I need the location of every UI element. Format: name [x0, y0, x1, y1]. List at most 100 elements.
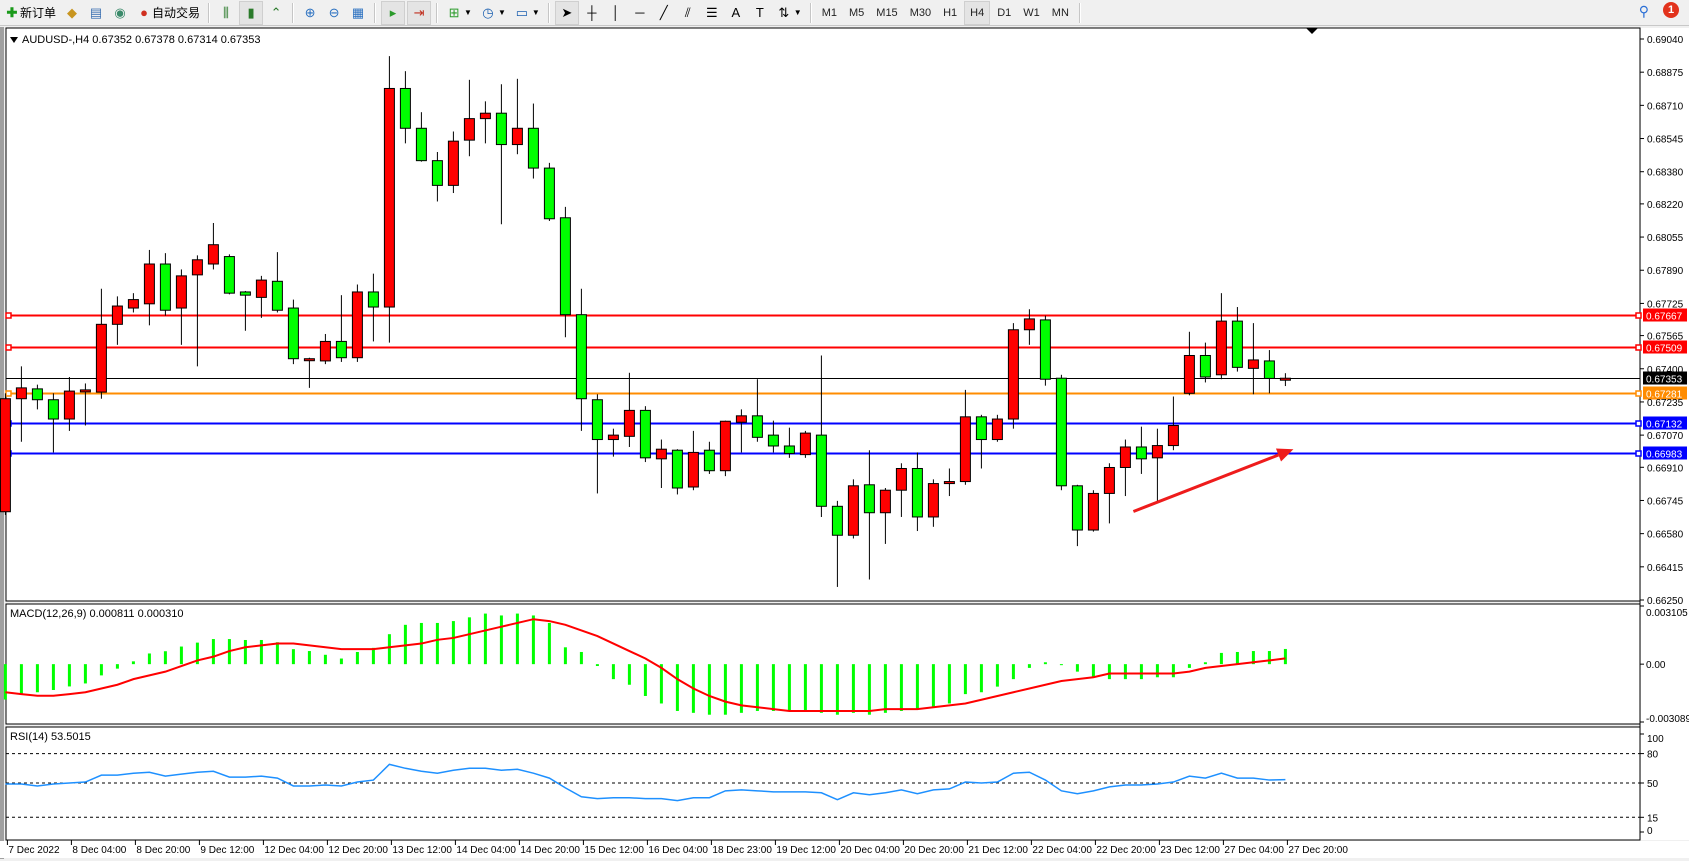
macd-histogram-bar: [115, 664, 119, 669]
chart-shift-button[interactable]: ▸: [381, 0, 406, 25]
time-tick-label: 23 Dec 12:00: [1160, 845, 1220, 856]
trendline-button[interactable]: ╱: [653, 2, 675, 24]
timeframe-m15[interactable]: M15: [876, 6, 898, 19]
line-chart-icon: ⌃: [270, 4, 282, 20]
candle-body: [767, 434, 779, 447]
macd-histogram-bar: [723, 664, 727, 715]
time-tick-label: 22 Dec 20:00: [1096, 845, 1156, 856]
fibonacci-button[interactable]: ⫽: [677, 2, 699, 24]
macd-histogram-bar: [835, 664, 839, 715]
trend-arrow[interactable]: [1132, 448, 1294, 513]
candle: [159, 253, 171, 316]
chevron-down-icon: ▼: [793, 8, 802, 17]
text-button[interactable]: A: [725, 2, 747, 24]
price-axis[interactable]: [1641, 28, 1689, 840]
toolbar-separator: [292, 2, 295, 23]
notification-badge[interactable]: 1: [1663, 2, 1679, 18]
signals-button[interactable]: ◉: [109, 2, 131, 24]
price-tick-label: 0.67235: [1647, 398, 1684, 409]
zoom-in-button[interactable]: ⊕: [299, 2, 321, 24]
price-tick-label: 0.69040: [1647, 35, 1684, 46]
macd-histogram-bar: [67, 664, 71, 687]
arrows-button[interactable]: ⇅ ▼: [773, 2, 805, 24]
navigator-button[interactable]: ▤: [85, 2, 107, 24]
price-level-label-box: [1643, 340, 1687, 354]
text-label-button[interactable]: T: [749, 2, 771, 24]
crosshair-button[interactable]: ┼: [581, 2, 603, 24]
macd-histogram-bar: [531, 615, 535, 665]
price-level-label: 0.67667: [1646, 312, 1683, 323]
auto-trading-button[interactable]: ● 自动交易: [133, 2, 203, 24]
new-order-button[interactable]: ✚ 新订单: [1, 2, 59, 24]
collapse-triangle-icon[interactable]: [10, 37, 18, 43]
candle: [495, 84, 507, 225]
candle-body: [1279, 377, 1291, 381]
candle: [287, 299, 299, 365]
timeframe-w1[interactable]: W1: [1023, 6, 1040, 19]
timeframe-m30[interactable]: M30: [909, 6, 932, 19]
cursor-button[interactable]: ➤: [554, 0, 579, 25]
macd-histogram-bar: [1283, 648, 1287, 665]
line-chart-button[interactable]: ⌃: [265, 2, 287, 24]
zoom-out-button[interactable]: ⊖: [323, 2, 345, 24]
time-tick-label: 14 Dec 20:00: [520, 845, 580, 856]
candle: [1199, 342, 1211, 383]
macd-histogram-bar: [995, 664, 999, 687]
candle-body: [95, 323, 107, 393]
timeframe-d1[interactable]: D1: [997, 6, 1012, 19]
candle: [1055, 374, 1067, 491]
search-icon[interactable]: ⚲: [1638, 3, 1649, 19]
time-tick-label: 27 Dec 04:00: [1224, 845, 1284, 856]
macd-histogram-bar: [307, 651, 311, 665]
autoscroll-button[interactable]: ⇥: [407, 0, 432, 25]
macd-histogram-bar: [387, 634, 391, 665]
time-tick-label: 19 Dec 12:00: [776, 845, 836, 856]
timeframe-h1[interactable]: H1: [943, 6, 958, 19]
chart-shift-marker-icon[interactable]: [1306, 28, 1318, 34]
bar-chart-button[interactable]: ⫼: [215, 2, 237, 24]
trend-arrow-shaft: [1132, 453, 1280, 513]
templates-button[interactable]: ▭ ▼: [511, 2, 543, 24]
macd-pane[interactable]: [5, 603, 1641, 725]
toolbar-separator: [809, 2, 812, 23]
timeframe-m1[interactable]: M1: [821, 6, 837, 19]
timeframe-mn[interactable]: MN: [1051, 6, 1069, 19]
candle: [607, 428, 619, 457]
tile-windows-button[interactable]: ▦: [347, 2, 369, 24]
candle-body: [159, 263, 171, 311]
candle-body: [831, 505, 843, 536]
candles: [0, 56, 1291, 587]
macd-histogram-bar: [1107, 664, 1111, 680]
toolbar-separator: [436, 2, 439, 23]
macd-histogram-bar: [883, 664, 887, 713]
macd-histogram-bar: [467, 617, 471, 665]
macd-signal-line: [5, 618, 1286, 712]
candle-body: [943, 481, 955, 485]
timeframe-m5[interactable]: M5: [849, 6, 865, 19]
macd-histogram-bar: [707, 664, 711, 715]
candle-body: [271, 280, 283, 311]
macd-histogram-bar: [179, 646, 183, 665]
candle-body: [671, 449, 683, 489]
candle-body: [1103, 466, 1115, 494]
market-watch-button[interactable]: ◆: [61, 2, 83, 24]
time-tick-label: 20 Dec 04:00: [840, 845, 900, 856]
candlestick-button[interactable]: ▮: [239, 0, 264, 25]
candle-body: [863, 484, 875, 514]
timeframe-h4[interactable]: H4: [964, 0, 991, 25]
chart-window[interactable]: 0.67667 0.67509 0.67353 0.67281 0.67132 0.669…: [0, 26, 1689, 861]
candle: [975, 414, 987, 469]
candle-body: [1119, 446, 1131, 468]
indicators-button[interactable]: ⊞ ▼: [443, 2, 475, 24]
fibo-fan-button[interactable]: ☰: [701, 2, 723, 24]
horizontal-line-button[interactable]: ─: [629, 2, 651, 24]
time-axis[interactable]: [0, 841, 1689, 858]
candle-body: [895, 467, 907, 491]
macd-histogram-bar: [1091, 664, 1095, 678]
vertical-line-button[interactable]: │: [605, 2, 627, 24]
candle: [575, 288, 587, 431]
periods-button[interactable]: ◷ ▼: [477, 2, 509, 24]
candle: [367, 273, 379, 342]
navigator-icon: ▤: [89, 4, 103, 20]
candle-body: [1087, 492, 1099, 531]
